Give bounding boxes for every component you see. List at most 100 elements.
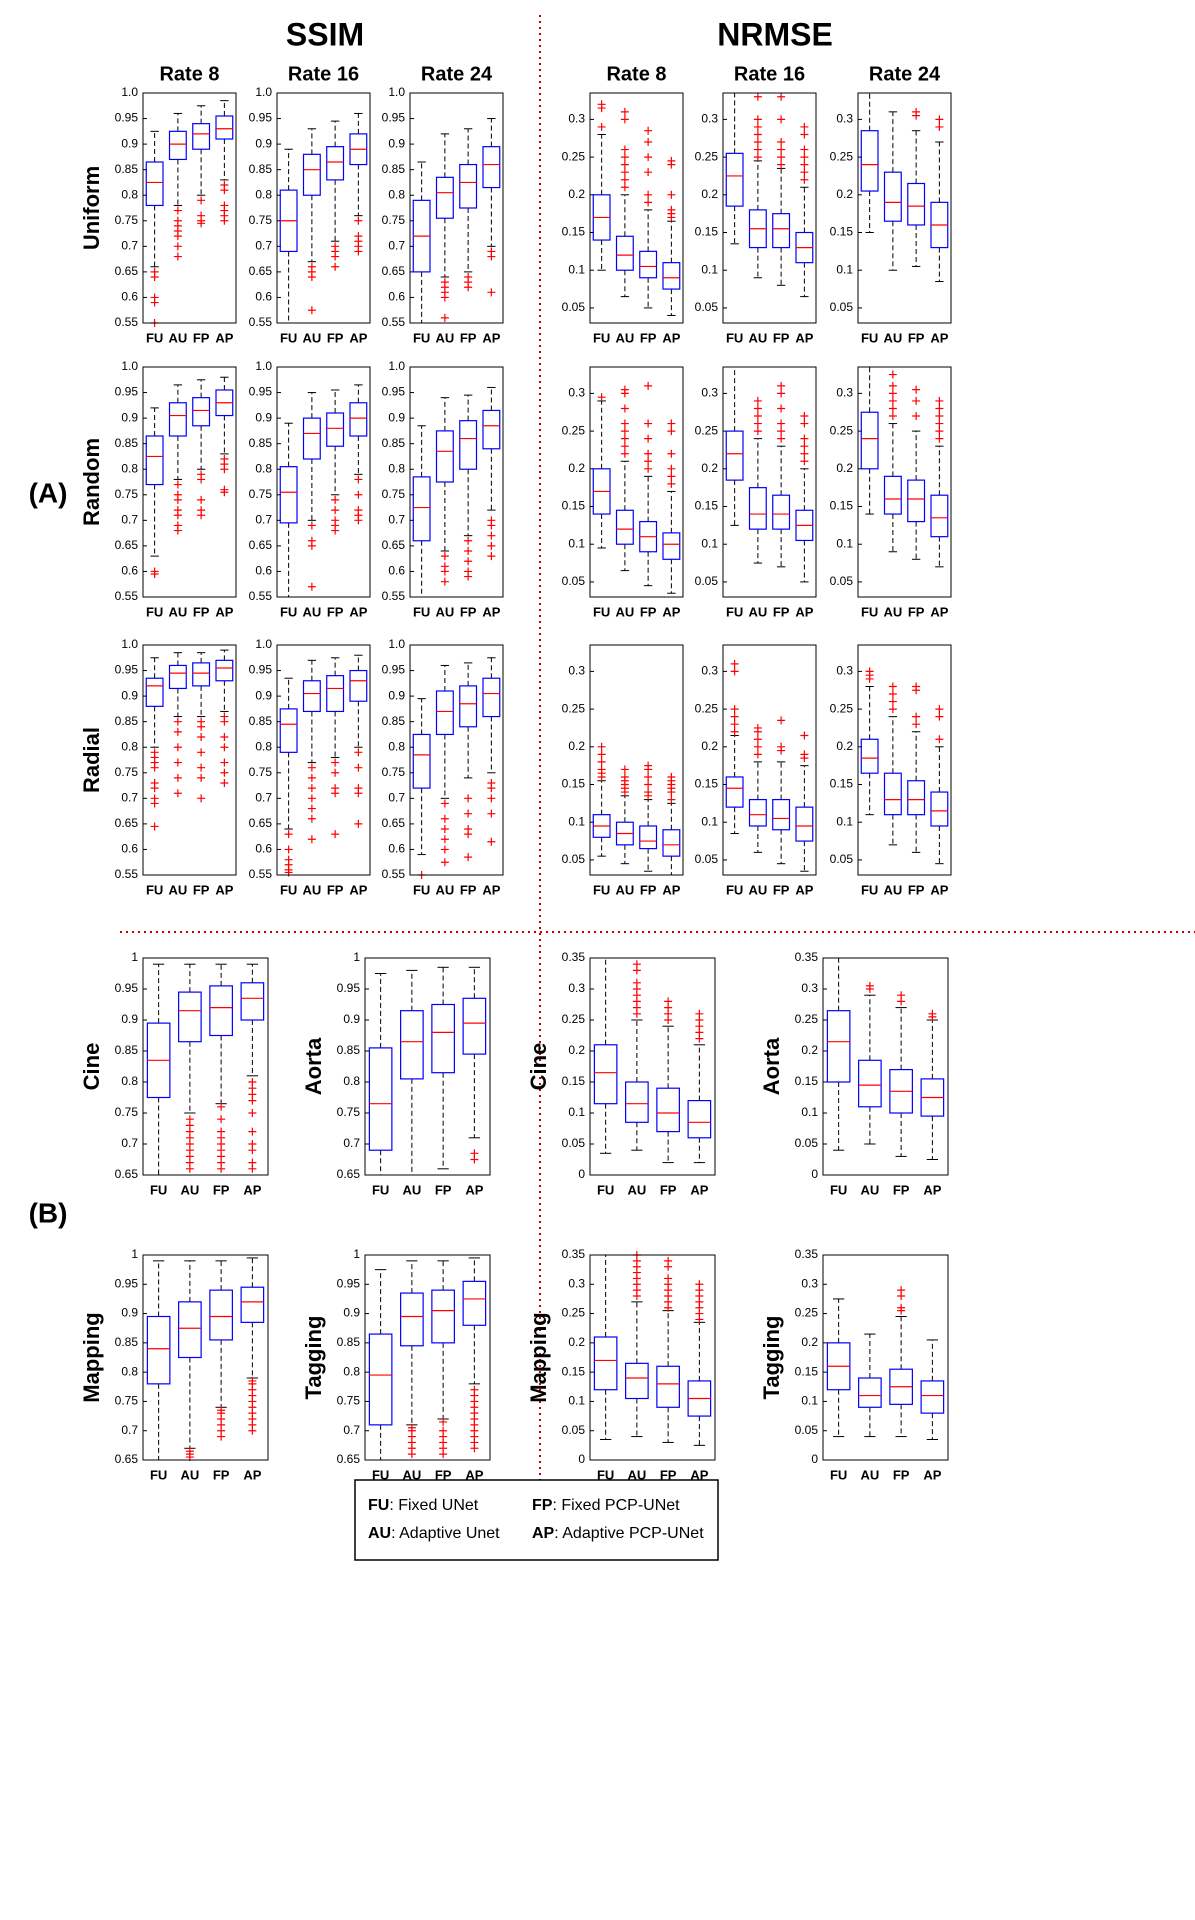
outlier [331, 506, 340, 515]
x-tick-label: FU [413, 882, 430, 897]
box [240, 982, 265, 1021]
outlier [912, 385, 921, 394]
outlier [307, 541, 316, 550]
box [656, 1365, 680, 1408]
box [656, 1087, 680, 1133]
y-tick-label: 0.2 [701, 187, 718, 201]
outlier [307, 804, 316, 813]
x-tick-label: FU [150, 1467, 167, 1482]
y-tick-label: 0.8 [255, 461, 272, 475]
box [145, 677, 164, 707]
outlier [644, 765, 653, 774]
y-tick-label: 0.3 [836, 112, 853, 126]
x-tick-label: FU [830, 1182, 847, 1197]
outlier [220, 186, 229, 195]
y-axis-label: Random [79, 438, 104, 526]
outlier [632, 1292, 641, 1300]
plot-frame [589, 644, 684, 876]
outlier [912, 111, 921, 120]
x-tick-label: AU [168, 882, 187, 897]
outlier [150, 570, 159, 578]
plot-frame [364, 957, 491, 1176]
y-tick-label: 0.25 [562, 701, 586, 715]
y-tick-label: 0.8 [121, 1364, 138, 1378]
y-tick-label: 0.2 [568, 1043, 585, 1057]
outlier [777, 427, 786, 436]
y-tick-label: 0.55 [382, 589, 406, 603]
outlier [753, 130, 762, 139]
y-tick-label: 0.7 [255, 513, 272, 527]
y-tick-label: 0.25 [562, 1012, 586, 1026]
plot-frame [409, 644, 504, 876]
x-tick-label: FP [460, 604, 477, 619]
plot-frame [589, 1254, 716, 1461]
y-tick-label: 0.8 [255, 187, 272, 201]
x-tick-label: FP [213, 1467, 230, 1482]
box [145, 161, 164, 207]
y-tick-label: 0.35 [562, 950, 586, 964]
outlier [667, 788, 676, 797]
y-tick-label: 0 [811, 1167, 818, 1181]
box [615, 509, 634, 545]
legend-entry: AU: Adaptive Unet [368, 1525, 500, 1542]
plot-frame [142, 644, 237, 876]
x-tick-label: AU [435, 330, 454, 345]
outlier [440, 552, 449, 561]
x-tick-label: AP [215, 882, 233, 897]
outlier [644, 126, 653, 135]
y-tick-label: 0.6 [121, 290, 138, 304]
box [412, 733, 431, 789]
y-tick-label: 0.8 [388, 739, 405, 753]
y-tick-label: 0.9 [121, 1012, 138, 1026]
outlier [935, 419, 944, 428]
x-tick-label: FU [726, 604, 743, 619]
outlier [730, 727, 739, 736]
y-axis-label: Mapping [79, 1312, 104, 1402]
x-tick-label: AU [748, 882, 767, 897]
outlier [753, 122, 762, 131]
y-tick-label: 0.05 [830, 574, 854, 588]
outlier [644, 780, 653, 789]
y-tick-label: 0.9 [388, 136, 405, 150]
outlier [935, 115, 944, 124]
box [209, 1289, 233, 1341]
x-tick-label: FU [593, 604, 610, 619]
y-tick-label: 0.7 [121, 513, 138, 527]
outlier [620, 107, 629, 116]
outlier [331, 830, 340, 839]
outlier [935, 712, 944, 721]
y-tick-label: 1.0 [121, 359, 138, 373]
box [593, 1336, 618, 1391]
outlier [487, 252, 496, 261]
outlier [667, 419, 676, 428]
y-tick-label: 0.1 [568, 536, 585, 550]
outlier [248, 1146, 257, 1155]
outlier [197, 733, 206, 741]
box [858, 1377, 882, 1408]
y-tick-label: 0.95 [337, 1276, 361, 1290]
box [192, 397, 211, 427]
outlier [620, 389, 629, 398]
plot-frame [822, 1254, 949, 1461]
outlier [197, 196, 206, 205]
outlier [220, 733, 229, 741]
outlier [912, 712, 921, 721]
box [178, 1301, 202, 1359]
outlier [620, 427, 629, 436]
outlier [800, 168, 809, 177]
outlier [440, 858, 449, 867]
outlier [753, 419, 762, 428]
plot-frame [857, 92, 952, 324]
y-tick-label: 0.85 [249, 714, 273, 728]
y-tick-label: 0.55 [249, 867, 273, 881]
y-tick-label: 0.1 [568, 1394, 585, 1408]
plot-frame [142, 1254, 269, 1461]
box [302, 680, 321, 713]
outlier [620, 160, 629, 169]
y-tick-label: 0.9 [121, 410, 138, 424]
box [907, 479, 926, 523]
y-tick-label: 0.2 [836, 187, 853, 201]
outlier [597, 750, 606, 759]
y-tick-label: 0.25 [830, 149, 854, 163]
outlier [777, 115, 786, 124]
